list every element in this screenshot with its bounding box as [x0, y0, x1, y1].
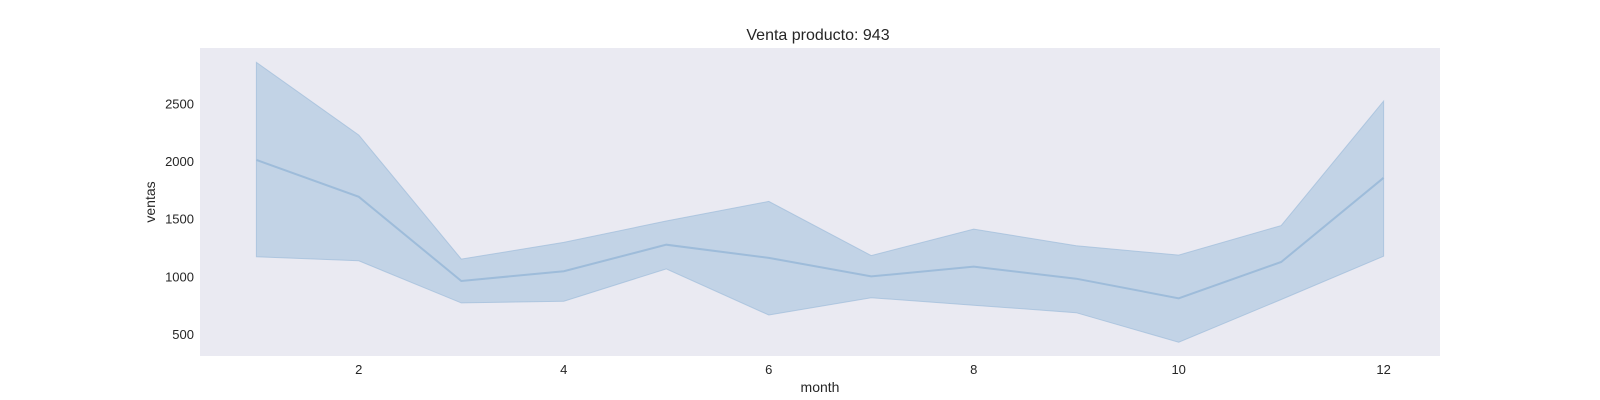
- x-axis-ticks: 2 4 6 8 10 12: [355, 362, 1391, 377]
- x-tick-label: 4: [560, 362, 567, 377]
- confidence-band-layer: [255, 61, 1385, 343]
- y-tick-label: 1500: [165, 212, 194, 227]
- confidence-band: [255, 61, 1385, 343]
- data-point: [664, 243, 668, 247]
- chart-title: Venta producto: 943: [746, 27, 889, 44]
- series-line: [256, 158, 1385, 300]
- x-tick-label: 2: [355, 362, 362, 377]
- x-tick-label: 6: [765, 362, 772, 377]
- data-point: [1177, 296, 1181, 300]
- data-point: [562, 269, 566, 273]
- y-tick-label: 2500: [165, 96, 194, 111]
- y-axis-label: ventas: [142, 181, 158, 222]
- data-point: [254, 158, 258, 162]
- x-tick-label: 12: [1376, 362, 1390, 377]
- data-point: [972, 265, 976, 269]
- data-point: [459, 279, 463, 283]
- data-point: [1074, 277, 1078, 281]
- y-tick-label: 1000: [165, 269, 194, 284]
- y-axis-ticks: 500 1000 1500 2000 2500: [165, 96, 194, 342]
- data-point: [1382, 176, 1386, 180]
- x-tick-label: 8: [970, 362, 977, 377]
- data-point: [869, 274, 873, 278]
- series-line-layer: [254, 158, 1386, 300]
- data-point: [1279, 260, 1283, 264]
- x-tick-label: 10: [1171, 362, 1185, 377]
- x-axis-label: month: [801, 379, 840, 395]
- y-tick-label: 2000: [165, 154, 194, 169]
- data-point: [767, 256, 771, 260]
- data-point: [357, 195, 361, 199]
- y-tick-label: 500: [172, 327, 194, 342]
